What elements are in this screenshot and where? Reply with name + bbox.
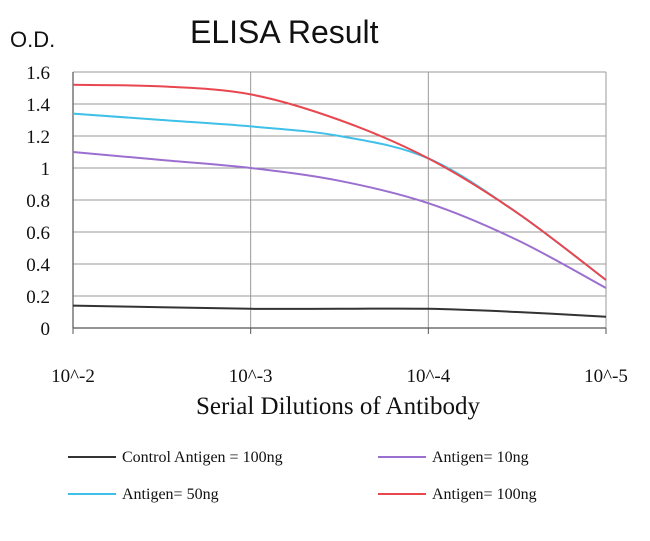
axes bbox=[72, 72, 607, 334]
y-tick-label: 0.2 bbox=[26, 287, 50, 308]
y-tick-label: 0 bbox=[41, 319, 51, 340]
chart-title: ELISA Result bbox=[190, 14, 379, 50]
legend: Control Antigen = 100ng Antigen= 10ng Anti… bbox=[68, 449, 537, 503]
series-line-control-antigen-100ng bbox=[72, 304, 607, 318]
legend-label-antigen-10ng: Antigen= 10ng bbox=[432, 449, 529, 466]
x-axis-label: Serial Dilutions of Antibody bbox=[196, 393, 481, 420]
legend-label-control-antigen-100ng: Control Antigen = 100ng bbox=[122, 449, 283, 466]
series-lines bbox=[72, 83, 607, 318]
y-tick-label: 1.6 bbox=[26, 63, 50, 84]
series-line-antigen-10ng bbox=[72, 151, 607, 289]
x-tick-labels: 10^-2 10^-3 10^-4 10^-5 bbox=[51, 366, 628, 387]
x-tick-label: 10^-4 bbox=[406, 366, 450, 387]
legend-label-antigen-100ng: Antigen= 100ng bbox=[432, 486, 537, 503]
series-line-antigen-100ng bbox=[72, 83, 607, 281]
series-line-antigen-50ng bbox=[72, 112, 607, 281]
legend-label-antigen-50ng: Antigen= 50ng bbox=[122, 486, 219, 503]
y-axis-label: O.D. bbox=[10, 27, 55, 52]
x-tick-label: 10^-5 bbox=[584, 366, 628, 387]
y-tick-label: 1 bbox=[41, 159, 51, 180]
grid bbox=[72, 71, 607, 329]
y-tick-label: 0.6 bbox=[26, 223, 50, 244]
y-tick-label: 1.2 bbox=[26, 127, 50, 148]
y-tick-labels: 0 0.2 0.4 0.6 0.8 1 1.2 1.4 1.6 bbox=[26, 63, 50, 340]
x-tick-label: 10^-2 bbox=[51, 366, 95, 387]
y-tick-label: 0.4 bbox=[26, 255, 50, 276]
x-tick-label: 10^-3 bbox=[229, 366, 273, 387]
y-tick-label: 1.4 bbox=[26, 95, 50, 116]
y-tick-label: 0.8 bbox=[26, 191, 50, 212]
